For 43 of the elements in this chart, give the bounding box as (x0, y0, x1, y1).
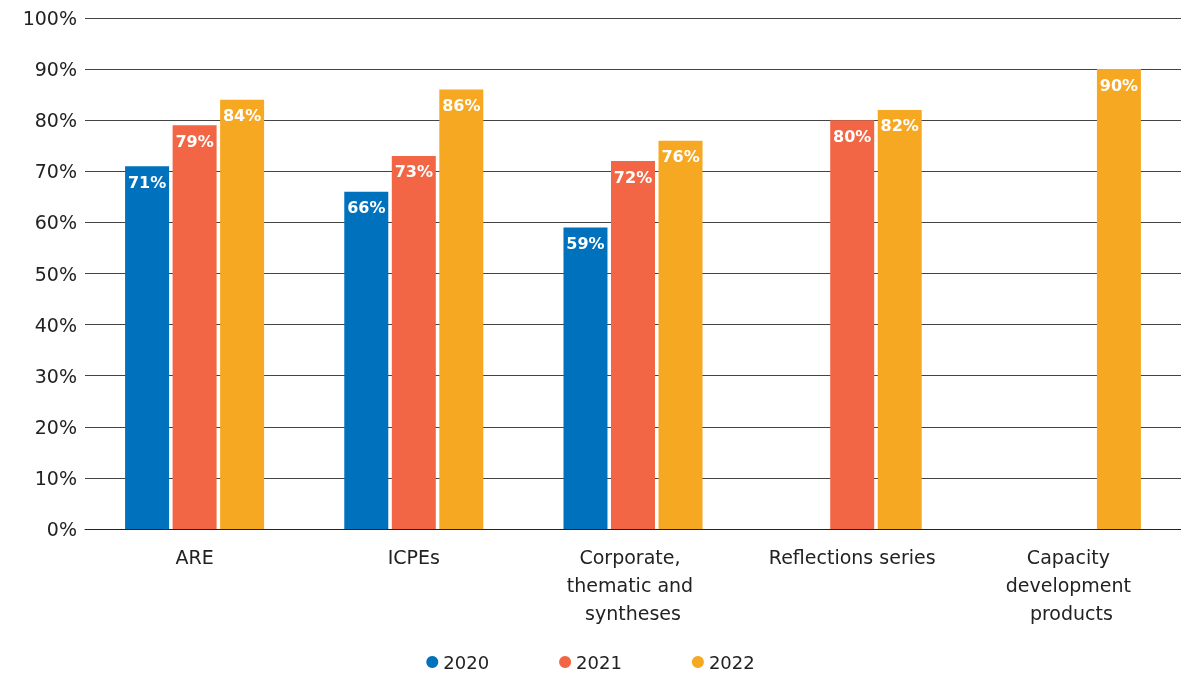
legend-label: 2021 (576, 651, 622, 673)
legend-label: 2020 (443, 651, 490, 673)
bar (611, 161, 655, 529)
bar (658, 140, 703, 529)
bar (344, 191, 389, 529)
data-label: 90% (1099, 75, 1139, 95)
bar (172, 125, 217, 529)
y-tick-label: 10% (34, 466, 77, 489)
x-tick-label: ARE (175, 546, 214, 568)
data-label: 72% (613, 167, 653, 187)
bar (1096, 69, 1141, 529)
data-label: 59% (566, 234, 605, 254)
y-tick-label: 20% (34, 415, 77, 438)
y-tick-label: 100% (22, 7, 77, 29)
bar (391, 155, 436, 529)
data-label: 84% (222, 106, 262, 126)
x-tick-label: Reflections series (768, 546, 936, 568)
data-label: 82% (880, 116, 919, 136)
data-label: 71% (127, 172, 167, 192)
bar (125, 166, 170, 529)
x-tick-label: ICPEs (387, 546, 440, 568)
y-tick-label: 0% (46, 518, 77, 540)
y-tick-label: 60% (34, 211, 77, 234)
y-tick-label: 90% (34, 58, 77, 81)
data-label: 79% (175, 131, 214, 151)
y-tick-label: 80% (34, 109, 77, 132)
data-label: 73% (394, 162, 433, 182)
y-tick-label: 50% (34, 262, 77, 285)
data-label: 80% (833, 126, 872, 146)
bar (220, 99, 265, 529)
bar (830, 120, 875, 529)
y-tick-label: 70% (34, 160, 77, 183)
data-label: 86% (442, 96, 481, 116)
x-tick-label: Corporate, thematic and syntheses (566, 546, 700, 624)
legend-label: 2022 (708, 651, 755, 673)
bar (877, 109, 922, 529)
y-tick-label: 30% (34, 364, 77, 387)
x-tick-label: Capacity development products (1005, 546, 1138, 624)
y-tick-label: 40% (34, 313, 77, 336)
bar (563, 227, 608, 529)
bar (439, 89, 484, 529)
data-label: 76% (661, 147, 700, 167)
data-label: 66% (347, 198, 386, 218)
